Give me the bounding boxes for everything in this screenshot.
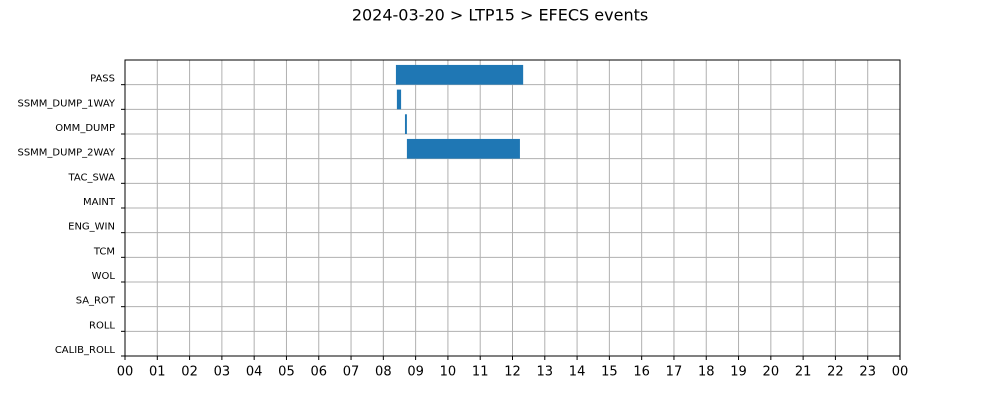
x-tick-label: 14 (569, 365, 586, 380)
y-tick-label: PASS (90, 74, 115, 85)
x-tick-label: 01 (149, 365, 166, 380)
plot-frame (124, 59, 901, 357)
x-tick-label: 17 (666, 365, 683, 380)
x-tick-label: 07 (343, 365, 360, 380)
y-tick-label: SSMM_DUMP_2WAY (17, 148, 115, 159)
x-tick-label: 06 (310, 365, 327, 380)
x-tick-label: 16 (633, 365, 650, 380)
x-tick-label: 00 (892, 365, 909, 380)
x-tick-label: 12 (504, 365, 521, 380)
chart-title: 2024-03-20 > LTP15 > EFECS events (352, 6, 648, 25)
y-tick-label: SA_ROT (76, 296, 116, 307)
x-tick-label: 19 (730, 365, 747, 380)
x-tick-label: 11 (472, 365, 489, 380)
x-tick-label: 10 (440, 365, 457, 380)
x-tick-label: 02 (181, 365, 198, 380)
x-tick-label: 22 (827, 365, 844, 380)
x-tick-label: 20 (763, 365, 780, 380)
y-tick-label: ROLL (89, 320, 115, 331)
x-tick-label: 03 (214, 365, 231, 380)
y-tick-label: ENG_WIN (68, 222, 115, 233)
x-tick-label: 18 (698, 365, 715, 380)
x-tick-label: 09 (407, 365, 424, 380)
event-bar (395, 64, 524, 85)
x-tick-label: 05 (278, 365, 295, 380)
x-tick-label: 23 (859, 365, 876, 380)
y-tick-label: SSMM_DUMP_1WAY (17, 98, 115, 109)
y-tick-label: CALIB_ROLL (55, 345, 116, 356)
event-bar (396, 89, 402, 110)
event-bar (404, 114, 407, 134)
x-tick-label: 04 (246, 365, 263, 380)
x-tick-label: 21 (795, 365, 812, 380)
y-tick-label: TAC_SWA (67, 172, 115, 183)
y-tick-label: TCM (93, 246, 115, 257)
y-tick-label: OMM_DUMP (55, 123, 115, 134)
x-tick-label: 15 (601, 365, 618, 380)
y-tick-label: MAINT (83, 197, 116, 208)
y-tick-label: WOL (92, 271, 116, 282)
x-tick-label: 13 (537, 365, 554, 380)
x-tick-label: 00 (117, 365, 134, 380)
event-bar (406, 138, 520, 159)
x-tick-label: 08 (375, 365, 392, 380)
